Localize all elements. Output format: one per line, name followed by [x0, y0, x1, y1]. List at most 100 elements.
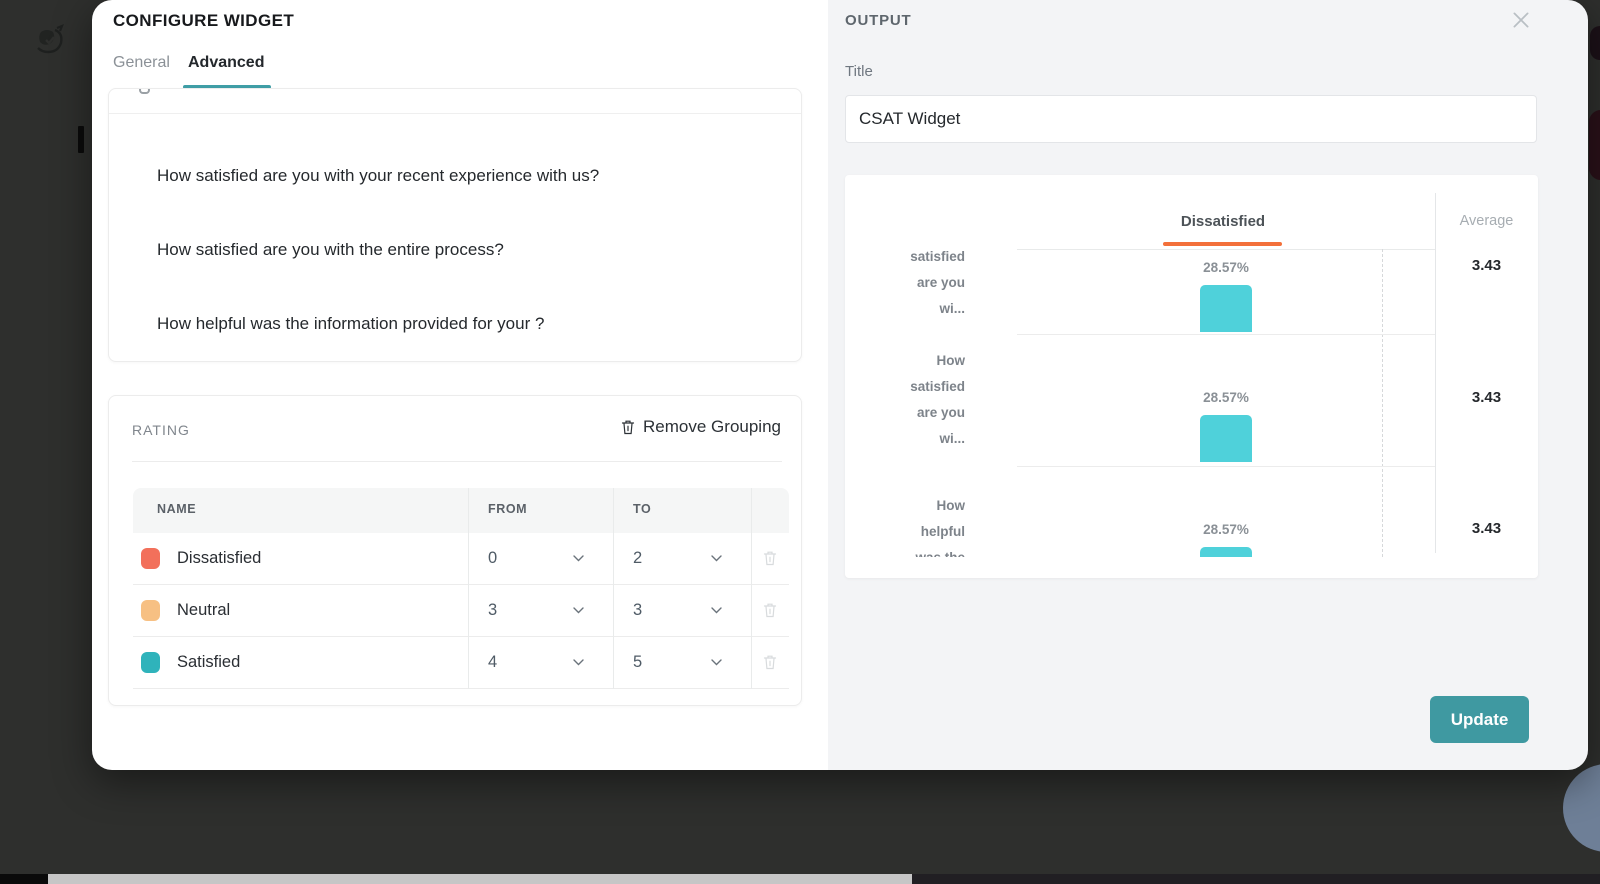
- output-panel: OUTPUT Title Dissatisfied Average 3.43 3…: [828, 0, 1588, 770]
- rating-table: NAME FROM TO Dissatisfied 0 2: [133, 488, 789, 689]
- threshold-dashed-line: [1382, 249, 1383, 557]
- to-select-value[interactable]: 3: [633, 601, 643, 619]
- modal-title: CONFIGURE WIDGET: [113, 11, 295, 30]
- color-swatch: [141, 600, 160, 621]
- rating-name: Satisfied: [177, 653, 241, 671]
- chart-group-tab-dissatisfied[interactable]: Dissatisfied: [1180, 213, 1266, 230]
- divider: [132, 461, 782, 462]
- label-line: wi...: [939, 431, 965, 446]
- chevron-down-icon[interactable]: [573, 607, 584, 614]
- chat-bubble-button[interactable]: [1563, 764, 1600, 852]
- tab-advanced[interactable]: Advanced: [188, 54, 265, 71]
- row-separator: [1017, 466, 1435, 467]
- update-button[interactable]: Update: [1430, 696, 1529, 743]
- rating-name: Dissatisfied: [177, 549, 262, 567]
- clipped-scrolled-content: [139, 89, 150, 94]
- background-artifact: [1589, 110, 1600, 180]
- column-header-from: FROM: [488, 502, 528, 516]
- delete-row-trash-icon[interactable]: [763, 550, 777, 566]
- active-tab-indicator: [183, 85, 271, 89]
- rating-row-neutral: Neutral 3 3: [133, 585, 789, 637]
- chart-rows-viewport[interactable]: How satisfied are you wi... 28.57% How s…: [845, 250, 1435, 557]
- chart-row: How helpful was the 28.57%: [845, 466, 1435, 557]
- chevron-down-icon[interactable]: [573, 555, 584, 562]
- bar-value-label: 28.57%: [1203, 390, 1249, 405]
- remove-grouping-button[interactable]: Remove Grouping: [621, 417, 781, 437]
- background-artifact: [1590, 26, 1600, 60]
- trash-icon: [621, 420, 635, 435]
- column-divider: [613, 488, 614, 689]
- delete-row-trash-icon[interactable]: [763, 602, 777, 618]
- average-value: 3.43: [1471, 389, 1502, 406]
- bar-dissatisfied[interactable]: [1200, 285, 1252, 332]
- color-swatch: [141, 652, 160, 673]
- label-line: satisfied: [910, 379, 965, 394]
- chevron-down-icon[interactable]: [573, 659, 584, 666]
- average-column-header: Average: [1459, 213, 1514, 229]
- chart-preview-card: Dissatisfied Average 3.43 3.43 3.43 How …: [845, 175, 1538, 578]
- chart-row: How satisfied are you wi... 28.57%: [845, 250, 1435, 336]
- chart-row: How satisfied are you wi... 28.57%: [845, 334, 1435, 466]
- question-axis-label: How helpful was the: [845, 466, 965, 557]
- bar-value-label: 28.57%: [1203, 260, 1249, 275]
- question-axis-label: How satisfied are you wi...: [845, 334, 965, 466]
- scrollbar-thumb[interactable]: [48, 874, 912, 884]
- label-line: How: [936, 498, 966, 513]
- row-separator: [1017, 334, 1435, 335]
- configure-widget-modal: CONFIGURE WIDGET General Advanced How sa…: [92, 0, 1588, 770]
- tab-general[interactable]: General: [113, 54, 170, 71]
- average-value: 3.43: [1471, 257, 1502, 274]
- rating-row-dissatisfied: Dissatisfied 0 2: [133, 533, 789, 585]
- rating-card: RATING Remove Grouping NAME FROM TO Diss…: [108, 395, 802, 706]
- from-select-value[interactable]: 4: [488, 653, 498, 671]
- chevron-down-icon[interactable]: [711, 659, 722, 666]
- to-select-value[interactable]: 2: [633, 549, 643, 567]
- average-value: 3.43: [1471, 520, 1502, 537]
- title-field-label: Title: [845, 63, 873, 80]
- rating-row-satisfied: Satisfied 4 5: [133, 637, 789, 689]
- close-icon[interactable]: [1510, 9, 1532, 31]
- remove-grouping-label: Remove Grouping: [643, 417, 781, 436]
- question-axis-label: How satisfied are you wi...: [845, 250, 965, 336]
- label-line: are you: [916, 405, 965, 420]
- chevron-down-icon[interactable]: [711, 607, 722, 614]
- from-select-value[interactable]: 3: [488, 601, 498, 619]
- active-group-indicator: [1163, 242, 1282, 246]
- label-line: are you: [916, 275, 965, 290]
- label-line: How: [936, 353, 966, 368]
- question-item[interactable]: How helpful was the information provided…: [157, 314, 545, 333]
- widget-title-input[interactable]: [845, 95, 1537, 143]
- horizontal-scrollbar: [0, 874, 1600, 884]
- label-line: satisfied: [910, 250, 965, 264]
- surveysparrow-logo-icon: [37, 24, 64, 54]
- average-column-divider: [1435, 193, 1436, 553]
- question-item[interactable]: How satisfied are you with your recent e…: [157, 166, 600, 185]
- rating-table-header: NAME FROM TO: [133, 488, 789, 533]
- rating-name: Neutral: [177, 601, 231, 619]
- bar-value-label: 28.57%: [1203, 522, 1249, 537]
- configure-panel: CONFIGURE WIDGET General Advanced How sa…: [92, 0, 828, 770]
- question-item[interactable]: How satisfied are you with the entire pr…: [157, 240, 504, 259]
- delete-row-trash-icon[interactable]: [763, 654, 777, 670]
- questions-card: How satisfied are you with your recent e…: [108, 88, 802, 362]
- label-line: was the: [915, 545, 965, 557]
- column-divider: [751, 488, 752, 689]
- divider: [109, 113, 801, 114]
- bar-dissatisfied[interactable]: [1200, 547, 1252, 557]
- from-select-value[interactable]: 0: [488, 549, 498, 567]
- rating-section-title: RATING: [132, 422, 190, 438]
- column-header-to: TO: [633, 502, 652, 516]
- chevron-down-icon[interactable]: [711, 555, 722, 562]
- background-text-fragment: [78, 126, 84, 153]
- label-line: helpful: [920, 524, 965, 539]
- chart-header-line: [1017, 249, 1435, 250]
- column-divider: [468, 488, 469, 689]
- bar-dissatisfied[interactable]: [1200, 415, 1252, 462]
- to-select-value[interactable]: 5: [633, 653, 643, 671]
- color-swatch: [141, 548, 160, 569]
- label-line: wi...: [939, 301, 965, 316]
- output-panel-title: OUTPUT: [845, 12, 912, 29]
- column-header-name: NAME: [157, 502, 197, 516]
- scrollbar-corner: [0, 874, 48, 884]
